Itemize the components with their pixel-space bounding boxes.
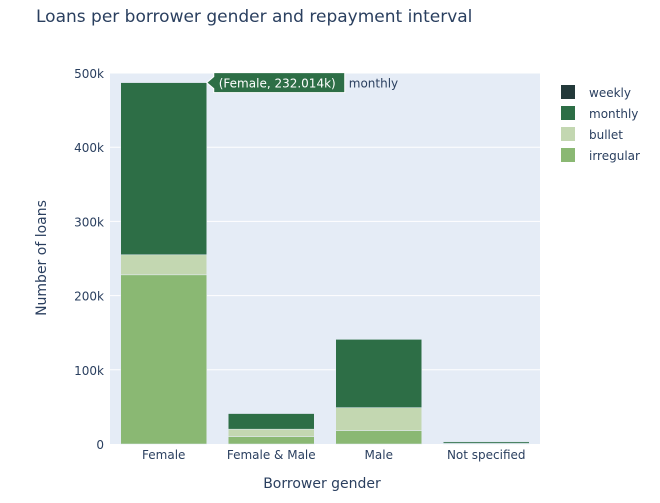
legend-label-irregular[interactable]: irregular — [589, 149, 640, 163]
bar-monthly[interactable] — [228, 414, 314, 430]
x-tick-label: Not specified — [447, 448, 526, 462]
bar-monthly[interactable] — [443, 442, 529, 443]
y-axis-ticks: 0 100k 200k 300k 400k 500k — [74, 67, 104, 452]
y-tick-label: 200k — [74, 290, 104, 304]
y-tick-label: 0 — [96, 438, 104, 452]
bar-bullet[interactable] — [228, 429, 314, 436]
bar-irregular[interactable] — [336, 431, 422, 444]
legend-swatch-bullet[interactable] — [561, 127, 575, 141]
bar-irregular[interactable] — [121, 275, 207, 444]
y-tick-label: 500k — [74, 67, 104, 81]
tooltip-value-label: (Female, 232.014k) — [219, 77, 336, 91]
bar-bullet[interactable] — [336, 408, 422, 431]
y-tick-label: 400k — [74, 141, 104, 155]
chart-title: Loans per borrower gender and repayment … — [36, 7, 472, 27]
x-tick-label: Male — [365, 448, 393, 462]
y-tick-label: 300k — [74, 215, 104, 229]
legend-label-monthly[interactable]: monthly — [589, 107, 638, 121]
bar-irregular[interactable] — [228, 437, 314, 444]
legend-swatch-irregular[interactable] — [561, 148, 575, 162]
legend-label-bullet[interactable]: bullet — [589, 128, 623, 142]
legend-swatch-monthly[interactable] — [561, 106, 575, 120]
x-tick-label: Female & Male — [227, 448, 316, 462]
y-axis-label: Number of loans — [34, 200, 50, 316]
legend-swatch-weekly[interactable] — [561, 85, 575, 99]
y-tick-label: 100k — [74, 364, 104, 378]
bar-monthly[interactable] — [336, 339, 422, 407]
bar-monthly[interactable] — [121, 83, 207, 255]
x-axis-label: Borrower gender — [263, 476, 381, 492]
x-axis-ticks: Female Female & Male Male Not specified — [142, 448, 525, 462]
tooltip-series-label: monthly — [349, 77, 398, 91]
legend[interactable]: weekly monthly bullet irregular — [561, 85, 640, 163]
legend-label-weekly[interactable]: weekly — [589, 86, 631, 100]
bar-bullet[interactable] — [121, 255, 207, 275]
x-tick-label: Female — [142, 448, 185, 462]
